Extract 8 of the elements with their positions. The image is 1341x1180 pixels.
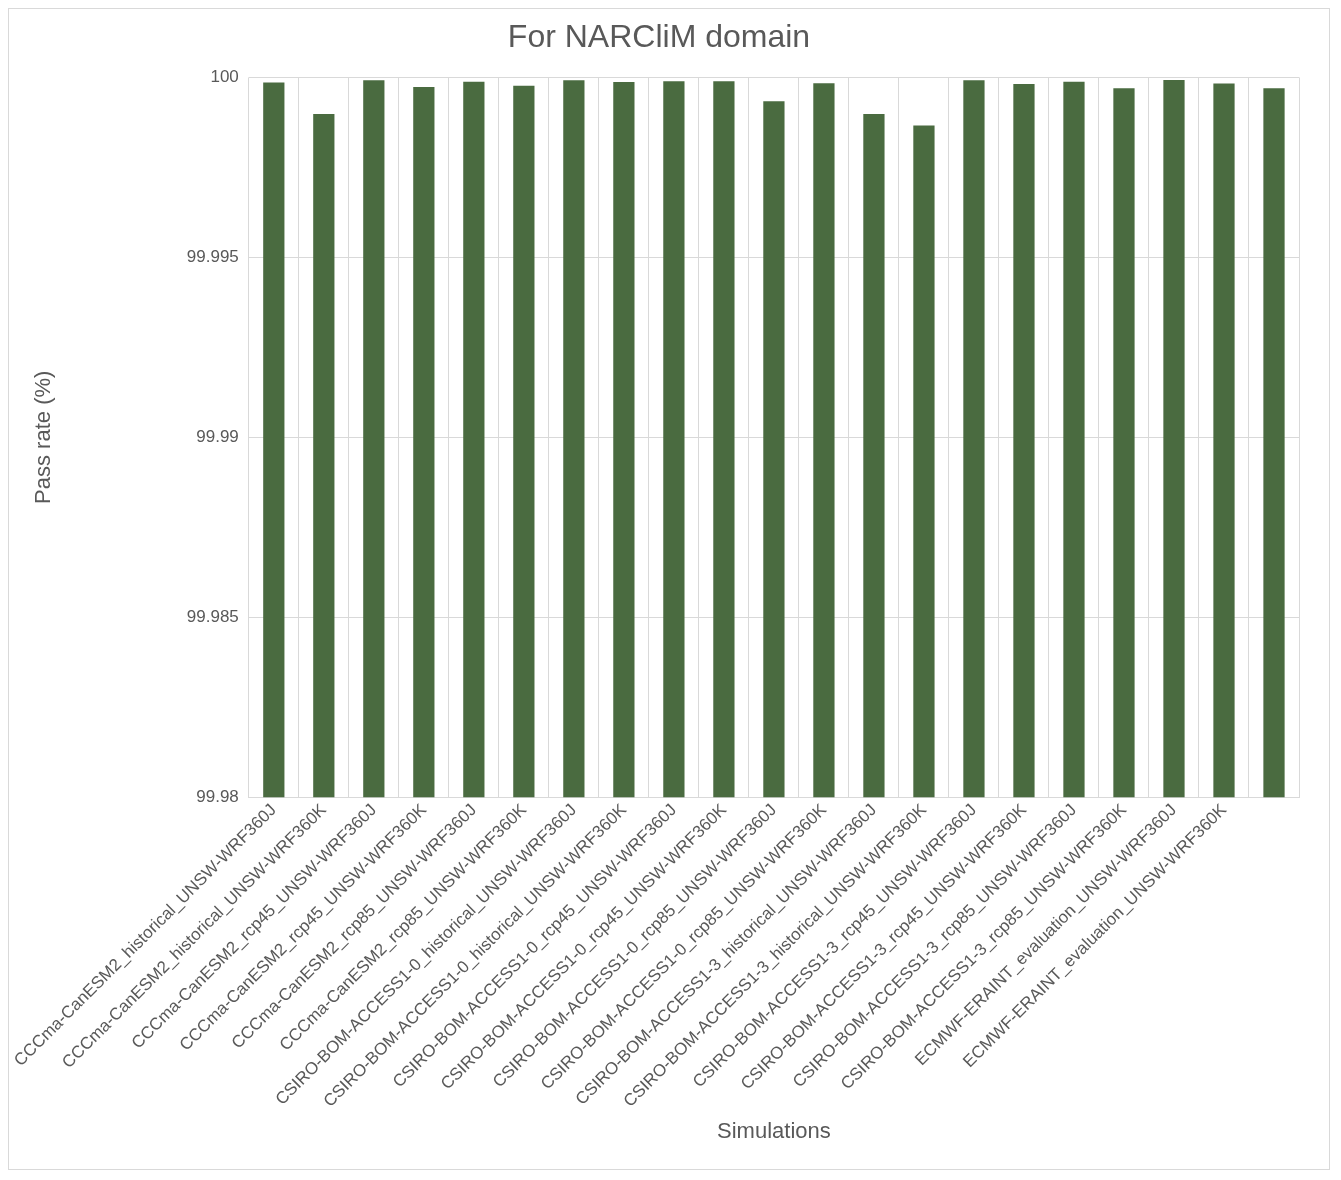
x-axis-title: Simulations: [717, 1117, 831, 1143]
y-tick-label: 99.98: [196, 786, 239, 806]
y-tick-label: 99.99: [196, 426, 239, 446]
y-axis-title: Pass rate (%): [29, 370, 55, 504]
y-tick-label: 100: [210, 67, 239, 87]
y-tick-label: 99.985: [186, 606, 239, 626]
y-tick-label: 99.995: [186, 247, 239, 267]
chart-title: For NARCliM domain: [507, 18, 811, 55]
